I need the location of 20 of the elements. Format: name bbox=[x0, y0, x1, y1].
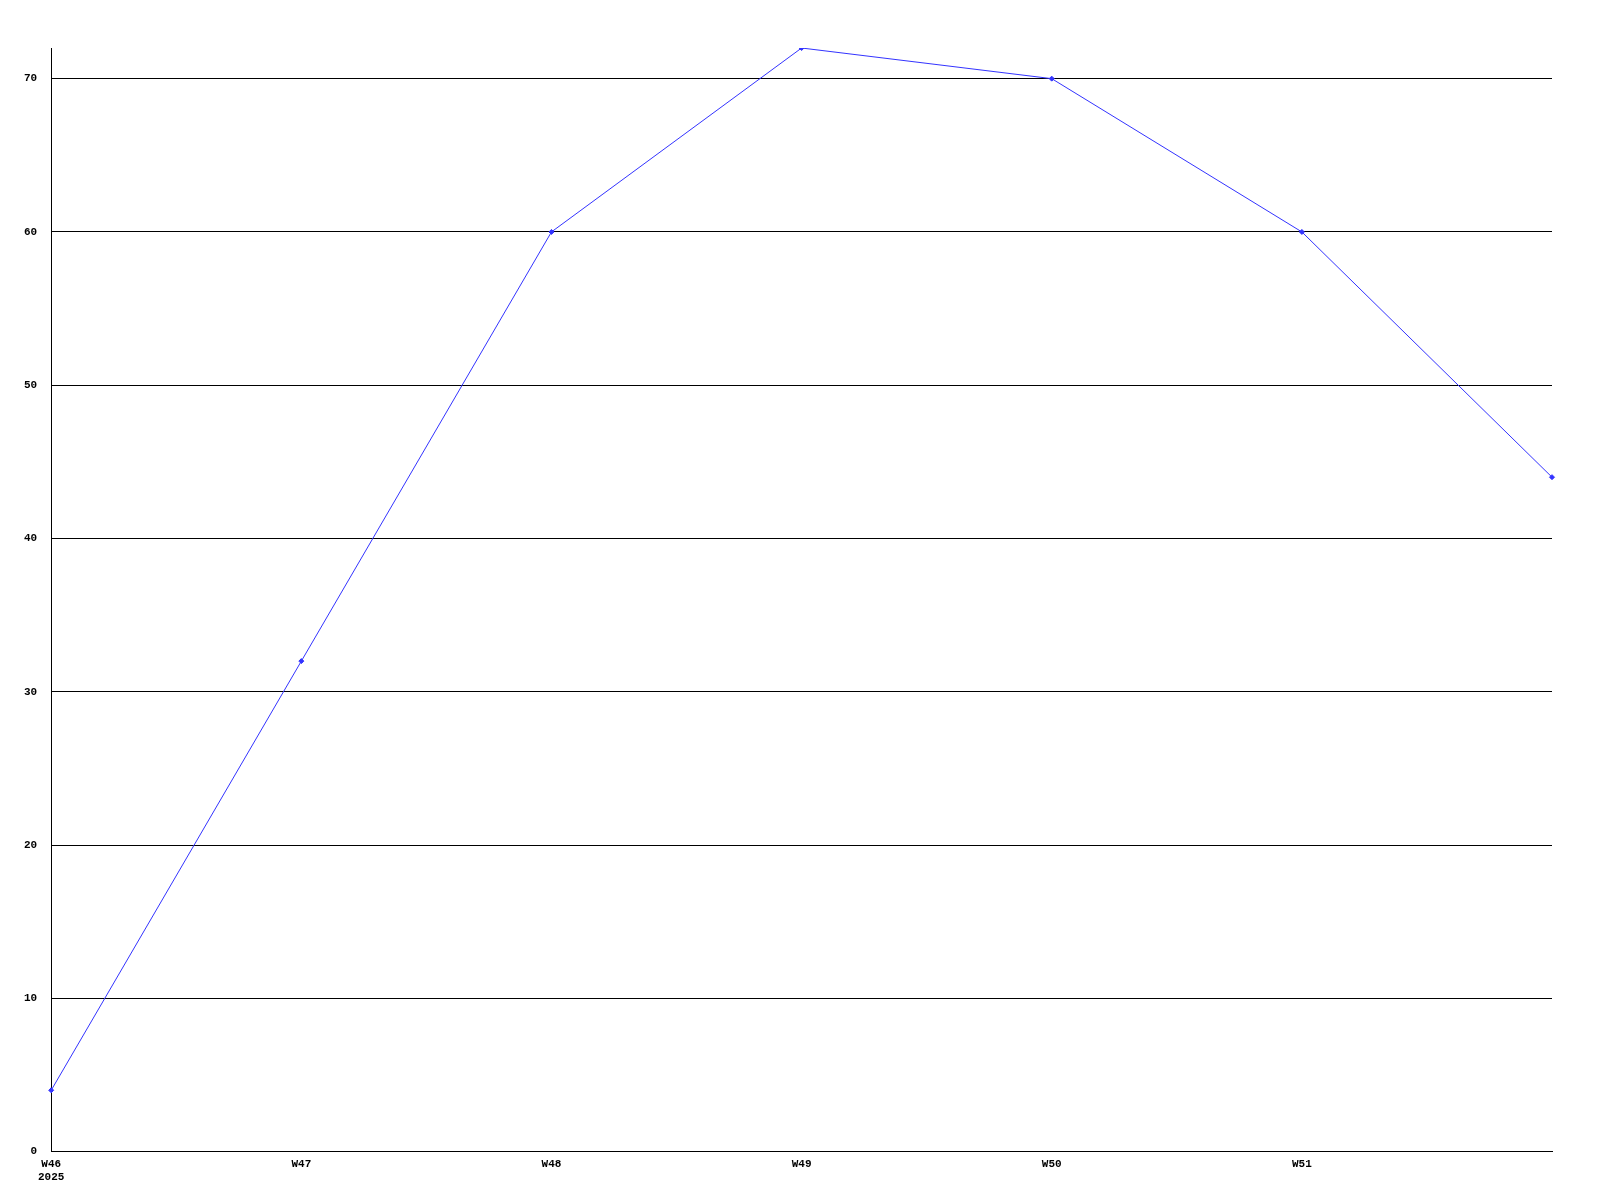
y-tick-label: 60 bbox=[24, 225, 38, 238]
point bbox=[1549, 474, 1555, 481]
x-tick-label: W47 bbox=[291, 1157, 312, 1170]
point bbox=[548, 228, 555, 235]
x-tick-label: W48 bbox=[541, 1157, 562, 1170]
y-tick-label: 30 bbox=[24, 685, 38, 698]
point bbox=[1048, 75, 1055, 82]
point bbox=[298, 658, 305, 665]
y-tick-label: 40 bbox=[24, 532, 38, 545]
y-tick-label: 10 bbox=[24, 992, 38, 1005]
y-tick-label: 20 bbox=[24, 838, 38, 851]
x-tick-label: W50 bbox=[1041, 1157, 1062, 1170]
x-tick-label: W51 bbox=[1291, 1157, 1313, 1170]
y-tick-label: 70 bbox=[24, 72, 38, 85]
point bbox=[48, 1087, 55, 1094]
y-tick-label: 0 bbox=[30, 1145, 38, 1158]
x-tick-label: W46 2025 bbox=[38, 1157, 65, 1184]
y-tick-label: 50 bbox=[24, 378, 38, 391]
point bbox=[1298, 228, 1305, 235]
x-tick-label: W49 bbox=[791, 1157, 812, 1170]
